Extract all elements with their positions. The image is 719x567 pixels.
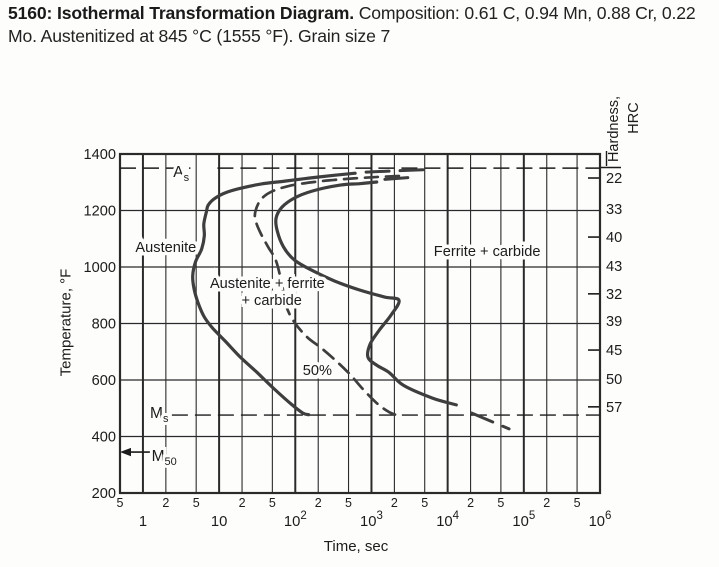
figure-caption-details: Composition: 0.61 C, 0.94 Mn, 0.88 Cr, 0…: [8, 3, 696, 47]
curve-finish-asymptote: [383, 175, 412, 181]
x-axis-minor-tick-label: 5: [574, 496, 581, 510]
y-axis-tick-label: 600: [92, 373, 116, 389]
region-label: Austenite: [135, 240, 196, 256]
x-axis-minor-tick-label: 5: [345, 496, 352, 510]
y-axis-tick-label: 1200: [84, 204, 116, 220]
x-axis-minor-tick-label: 5: [269, 496, 276, 510]
curve-fifty-percent: [253, 174, 402, 417]
x-axis-major-tick-label: 10: [211, 514, 227, 530]
m50-arrow-head: [120, 447, 131, 457]
x-axis-minor-tick-label: 5: [117, 496, 124, 510]
x-axis-major-tick-label: 1: [139, 514, 147, 530]
curve-transformation-finish: [274, 180, 458, 407]
reference-label-M50: M50: [152, 448, 177, 468]
figure-caption: 5160: Isothermal Transformation Diagram.…: [8, 2, 716, 48]
y-axis-tick-label: 1000: [84, 260, 116, 276]
x-axis-minor-tick-label: 5: [497, 496, 504, 510]
hardness-value-label: 43: [606, 259, 622, 275]
x-axis-minor-tick-label: 2: [239, 496, 246, 510]
x-axis-major-tick-label: 102: [284, 510, 307, 530]
y-axis-tick-label: 200: [92, 486, 116, 502]
hardness-value-label: 22: [606, 171, 622, 187]
y-axis-tick-label: 400: [92, 430, 116, 446]
hardness-value-label: 57: [606, 400, 622, 416]
figure-caption-title: 5160: Isothermal Transformation Diagram.: [8, 3, 354, 23]
x-axis-minor-tick-label: 2: [315, 496, 322, 510]
x-axis-major-tick-label: 103: [360, 510, 383, 530]
x-axis-minor-tick-label: 2: [391, 496, 398, 510]
region-label: Austenite + ferrite: [210, 276, 325, 292]
hardness-axis-title-units: HRC: [626, 102, 642, 134]
x-axis-minor-tick-label: 2: [467, 496, 474, 510]
x-axis-major-tick-label: 105: [512, 510, 535, 530]
hardness-value-label: 40: [606, 230, 622, 246]
y-axis-tick-label: 800: [92, 317, 116, 333]
x-axis-minor-tick-label: 5: [193, 496, 200, 510]
hardness-value-label: 33: [606, 202, 622, 218]
y-axis-tick-label: 1400: [84, 147, 116, 163]
x-axis-major-tick-label: 104: [436, 510, 459, 530]
plot-border: [118, 152, 602, 495]
hardness-axis-title: Hardness,: [606, 95, 622, 163]
region-label: + carbide: [241, 293, 301, 309]
region-label: Ferrite + carbide: [434, 244, 541, 260]
hardness-value-label: 32: [606, 287, 622, 303]
curve-transformation-start: [191, 171, 357, 417]
x-axis-minor-tick-label: 2: [162, 496, 169, 510]
curve-finish-tail: [470, 411, 511, 431]
x-axis-minor-tick-label: 2: [543, 496, 550, 510]
region-label: 50%: [303, 363, 332, 379]
curve-start-asymptote: [364, 168, 430, 174]
reference-label-As: As: [173, 164, 189, 184]
hardness-value-label: 39: [606, 314, 622, 330]
x-axis-title: Time, sec: [323, 538, 389, 555]
hardness-value-label: 50: [606, 372, 622, 388]
x-axis-major-tick-label: 106: [589, 510, 612, 530]
hardness-value-label: 45: [606, 343, 622, 359]
x-axis-minor-tick-label: 5: [421, 496, 428, 510]
y-axis-title: Temperature, °F: [57, 268, 75, 377]
